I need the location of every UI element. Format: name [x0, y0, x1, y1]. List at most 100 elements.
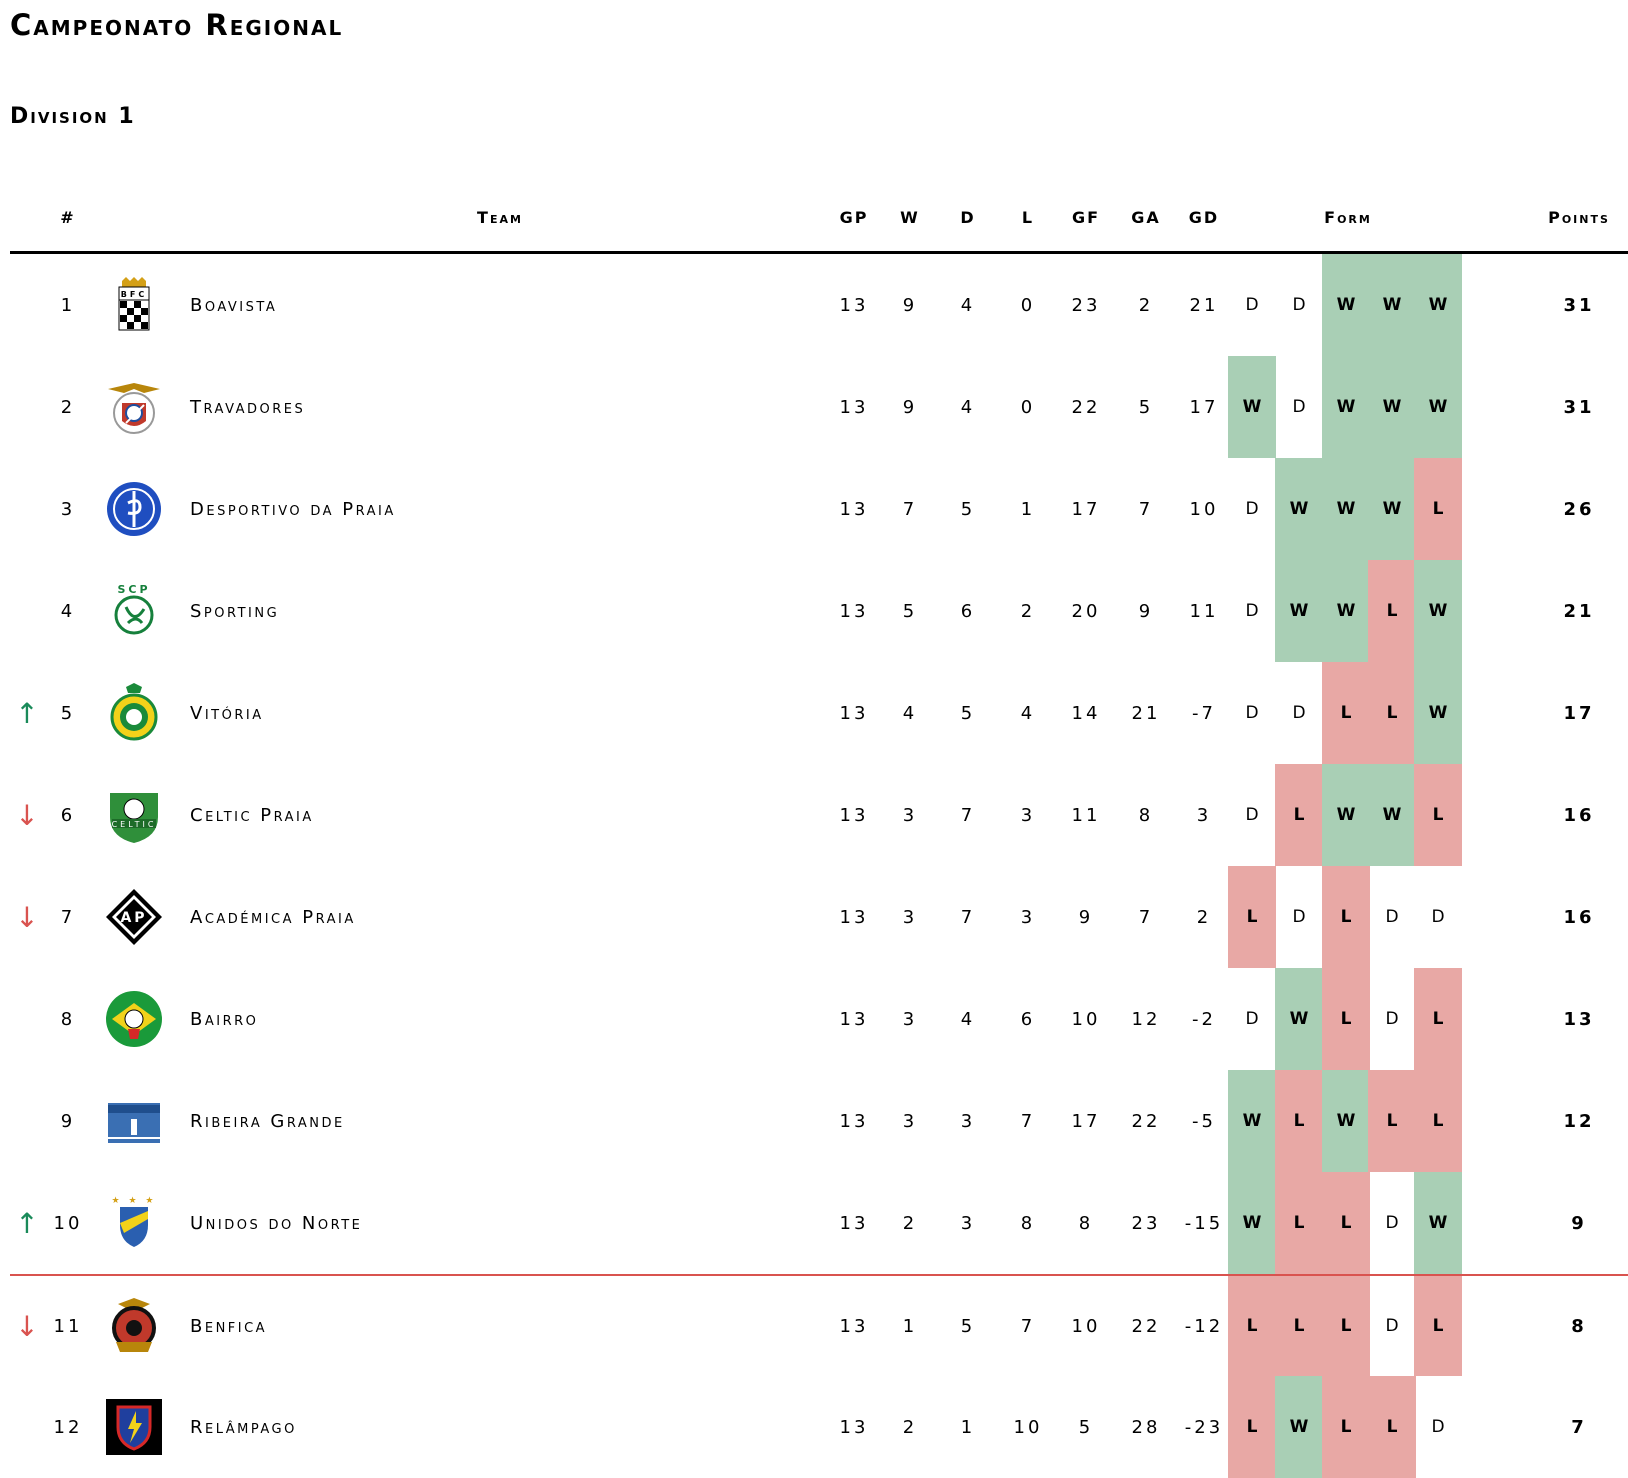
- rank-cell: 10: [53, 1212, 83, 1234]
- stat-gf: 5: [1078, 1416, 1094, 1438]
- form-result-2: D: [1292, 907, 1306, 927]
- team-logo-cell: AP: [102, 866, 166, 968]
- stat-gf: 14: [1071, 702, 1101, 724]
- rank-cell: 5: [60, 702, 76, 724]
- team-name[interactable]: Ribeira Grande: [190, 1110, 345, 1132]
- form-result-1: W: [1228, 1070, 1276, 1172]
- stat-gp: 13: [839, 294, 869, 316]
- travadores-crest-icon: [104, 377, 164, 437]
- header-ga: GA: [1131, 208, 1161, 227]
- boavista-crest-icon: BFC: [104, 275, 164, 335]
- stat-w: 1: [902, 1315, 918, 1337]
- form-result-4: W: [1368, 764, 1416, 866]
- header-gp: GP: [839, 208, 869, 227]
- team-name[interactable]: Desportivo da Praia: [190, 498, 396, 520]
- svg-text:CELTIC: CELTIC: [112, 820, 157, 829]
- team-name[interactable]: Boavista: [190, 294, 278, 316]
- form-result-4: L: [1368, 560, 1416, 662]
- header-w: W: [900, 208, 920, 227]
- team-name[interactable]: Académica Praia: [190, 906, 356, 928]
- form-result-5: L: [1414, 1070, 1462, 1172]
- form-result-5: W: [1414, 356, 1462, 458]
- team-name[interactable]: Unidos do Norte: [190, 1212, 363, 1234]
- team-name[interactable]: Relâmpago: [190, 1416, 297, 1438]
- form-result-1: D: [1245, 1009, 1259, 1029]
- rank-cell: 11: [53, 1315, 83, 1337]
- stat-w: 3: [902, 1008, 918, 1030]
- form-result-4: D: [1385, 1009, 1399, 1029]
- points-cell: 16: [1563, 804, 1595, 826]
- stat-gp: 13: [839, 396, 869, 418]
- stat-l: 8: [1020, 1212, 1036, 1234]
- form-result-4: W: [1368, 254, 1416, 356]
- stat-gd: -12: [1184, 1315, 1224, 1337]
- points-cell: 17: [1563, 702, 1595, 724]
- form-result-5: W: [1414, 662, 1462, 764]
- form-result-4: D: [1385, 907, 1399, 927]
- stat-d: 7: [960, 804, 976, 826]
- team-name[interactable]: Celtic Praia: [190, 804, 314, 826]
- stat-d: 1: [960, 1416, 976, 1438]
- form-result-4: W: [1368, 356, 1416, 458]
- table-row: 8 Bairro 13 3 4 6 10 12 -2 D W L D L 13: [10, 968, 1628, 1070]
- stat-gd: 17: [1189, 396, 1219, 418]
- form-result-2: W: [1275, 968, 1323, 1070]
- team-name[interactable]: Sporting: [190, 600, 280, 622]
- stat-gd: 2: [1196, 906, 1212, 928]
- form-result-3: W: [1322, 560, 1370, 662]
- team-name[interactable]: Vitória: [190, 702, 264, 724]
- form-result-5: L: [1414, 764, 1462, 866]
- form-result-1: W: [1228, 356, 1276, 458]
- form-result-3: L: [1322, 1376, 1370, 1478]
- ribeira-grande-crest-icon: [104, 1091, 164, 1151]
- form-result-2: W: [1275, 1376, 1323, 1478]
- stat-ga: 9: [1138, 600, 1154, 622]
- stat-d: 3: [960, 1110, 976, 1132]
- stat-gp: 13: [839, 498, 869, 520]
- stat-l: 10: [1013, 1416, 1043, 1438]
- points-cell: 31: [1563, 396, 1595, 418]
- stat-l: 7: [1020, 1110, 1036, 1132]
- stat-w: 2: [902, 1416, 918, 1438]
- team-logo-cell: [102, 1376, 166, 1478]
- form-result-3: L: [1322, 1172, 1370, 1274]
- stat-gf: 9: [1078, 906, 1094, 928]
- stat-w: 3: [902, 1110, 918, 1132]
- benfica-crest-icon: [104, 1296, 164, 1356]
- stat-d: 4: [960, 396, 976, 418]
- team-logo-cell: [102, 662, 166, 764]
- team-name[interactable]: Benfica: [190, 1315, 268, 1337]
- points-cell: 13: [1563, 1008, 1595, 1030]
- points-cell: 16: [1563, 906, 1595, 928]
- form-result-3: L: [1322, 968, 1370, 1070]
- form-result-1: L: [1228, 1276, 1276, 1376]
- stat-gf: 23: [1071, 294, 1101, 316]
- stat-l: 3: [1020, 804, 1036, 826]
- stat-l: 2: [1020, 600, 1036, 622]
- stat-w: 3: [902, 906, 918, 928]
- header-d: D: [960, 208, 976, 227]
- team-name[interactable]: Bairro: [190, 1008, 259, 1030]
- form-result-4: L: [1368, 662, 1416, 764]
- form-result-5: W: [1414, 254, 1462, 356]
- header-points: Points: [1548, 208, 1610, 227]
- stat-gp: 13: [839, 1212, 869, 1234]
- team-logo-cell: BFC: [102, 254, 166, 356]
- division-subtitle: Division 1: [10, 104, 136, 129]
- form-result-4: L: [1368, 1070, 1416, 1172]
- stat-gf: 11: [1071, 804, 1101, 826]
- form-result-3: L: [1322, 866, 1370, 968]
- stat-gp: 13: [839, 1008, 869, 1030]
- team-name[interactable]: Travadores: [190, 396, 306, 418]
- table-row: 12 Relâmpago 13 2 1 10 5 28 -23 L W L L D 7: [10, 1376, 1628, 1478]
- stat-gf: 20: [1071, 600, 1101, 622]
- unidos-norte-crest-icon: ★ ★ ★: [104, 1193, 164, 1253]
- points-cell: 12: [1563, 1110, 1595, 1132]
- stat-d: 6: [960, 600, 976, 622]
- table-row: ↑ 5 Vitória 13 4 5 4 14 21 -7 D D L L W 17: [10, 662, 1628, 764]
- stat-l: 6: [1020, 1008, 1036, 1030]
- rank-cell: 12: [53, 1416, 83, 1438]
- team-logo-cell: [102, 356, 166, 458]
- team-logo-cell: CELTIC: [102, 764, 166, 866]
- stat-d: 5: [960, 1315, 976, 1337]
